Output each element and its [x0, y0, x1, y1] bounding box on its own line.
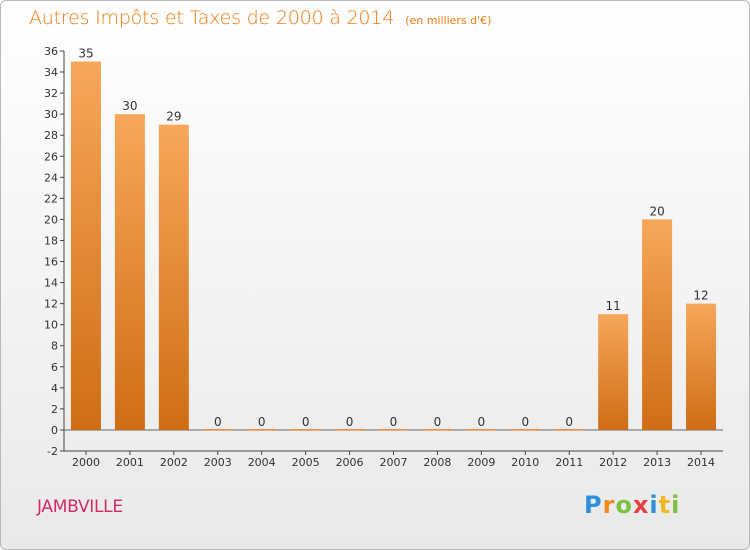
bar	[510, 428, 541, 431]
y-tick-label: 20	[44, 213, 58, 226]
y-tick-label: 36	[44, 45, 58, 58]
logo-letter: t	[658, 491, 672, 519]
value-label: 0	[346, 415, 354, 429]
y-tick-label: 14	[44, 277, 58, 290]
bar	[70, 61, 101, 430]
value-label: 0	[478, 415, 486, 429]
x-tick-label: 2010	[511, 456, 539, 469]
value-labels: 35 30 29 0 0 0 0 0 0 0 0 0 11 20 12	[78, 47, 708, 429]
y-tick-label: -2	[47, 445, 58, 458]
y-tick-label: 34	[44, 66, 58, 79]
bar	[114, 114, 145, 430]
proxiti-logo[interactable]: Proxiti	[584, 491, 680, 519]
place-name: JAMBVILLE	[37, 497, 123, 517]
x-tick-label: 2004	[248, 456, 276, 469]
y-tick-label: 26	[44, 150, 58, 163]
chart-title: Autres Impôts et Taxes de 2000 à 2014	[29, 7, 395, 29]
x-tick-label: 2003	[204, 456, 232, 469]
x-tick-label: 2001	[116, 456, 144, 469]
bar	[686, 303, 717, 430]
value-label: 12	[693, 289, 708, 303]
y-tick-label: 12	[44, 298, 58, 311]
y-tick-label: 6	[51, 361, 58, 374]
bar	[554, 428, 585, 431]
value-label: 29	[166, 110, 181, 124]
value-label: 11	[606, 299, 621, 313]
bar	[422, 428, 453, 431]
value-label: 0	[214, 415, 222, 429]
y-tick-label: 8	[51, 340, 58, 353]
bar	[378, 428, 409, 431]
logo-letter: i	[649, 491, 659, 519]
chart-title-row: Autres Impôts et Taxes de 2000 à 2014 (e…	[29, 7, 491, 29]
bar	[598, 314, 629, 430]
logo-letter: P	[584, 491, 603, 519]
x-tick-label: 2007	[380, 456, 408, 469]
value-label: 0	[434, 415, 442, 429]
x-tick-label: 2009	[467, 456, 495, 469]
x-tick-label: 2008	[423, 456, 451, 469]
y-tick-label: 2	[51, 403, 58, 416]
logo-letter: r	[602, 491, 616, 519]
y-tick-label: 24	[44, 171, 58, 184]
x-tick-label: 2013	[643, 456, 671, 469]
x-tick-label: 2006	[336, 456, 364, 469]
bar	[466, 428, 497, 431]
value-label: 0	[390, 415, 398, 429]
chart-subtitle: (en milliers d'€)	[405, 14, 492, 27]
bar	[642, 219, 673, 430]
y-tick-label: 18	[44, 234, 58, 247]
logo-letter: x	[632, 491, 650, 519]
bar	[202, 428, 233, 431]
bar	[290, 428, 321, 431]
y-tick-label: 22	[44, 192, 58, 205]
x-tick-label: 2014	[687, 456, 715, 469]
value-label: 30	[122, 99, 137, 113]
value-label: 0	[302, 415, 310, 429]
logo-letter: o	[615, 491, 633, 519]
bars	[70, 61, 717, 431]
value-label: 0	[565, 415, 573, 429]
y-tick-label: 0	[51, 424, 58, 437]
x-tick-label: 2012	[599, 456, 627, 469]
bar	[246, 428, 277, 431]
y-tick-label: 16	[44, 256, 58, 269]
y-tick-label: 10	[44, 319, 58, 332]
x-tick-label: 2011	[555, 456, 583, 469]
x-tick-label: 2000	[72, 456, 100, 469]
y-tick-label: 32	[44, 87, 58, 100]
bar	[158, 124, 189, 430]
y-tick-label: 4	[51, 382, 58, 395]
x-tick-label: 2002	[160, 456, 188, 469]
value-label: 20	[649, 204, 664, 218]
x-tick-label: 2005	[292, 456, 320, 469]
bar	[334, 428, 365, 431]
value-label: 0	[258, 415, 266, 429]
y-tick-label: 28	[44, 129, 58, 142]
logo-letter: i	[671, 491, 681, 519]
x-axis: 2000 2001 2002 2003 2004 2005 2006 2007 2008 2009…	[64, 429, 723, 469]
value-label: 0	[521, 415, 529, 429]
value-label: 35	[78, 47, 93, 61]
y-tick-label: 30	[44, 108, 58, 121]
